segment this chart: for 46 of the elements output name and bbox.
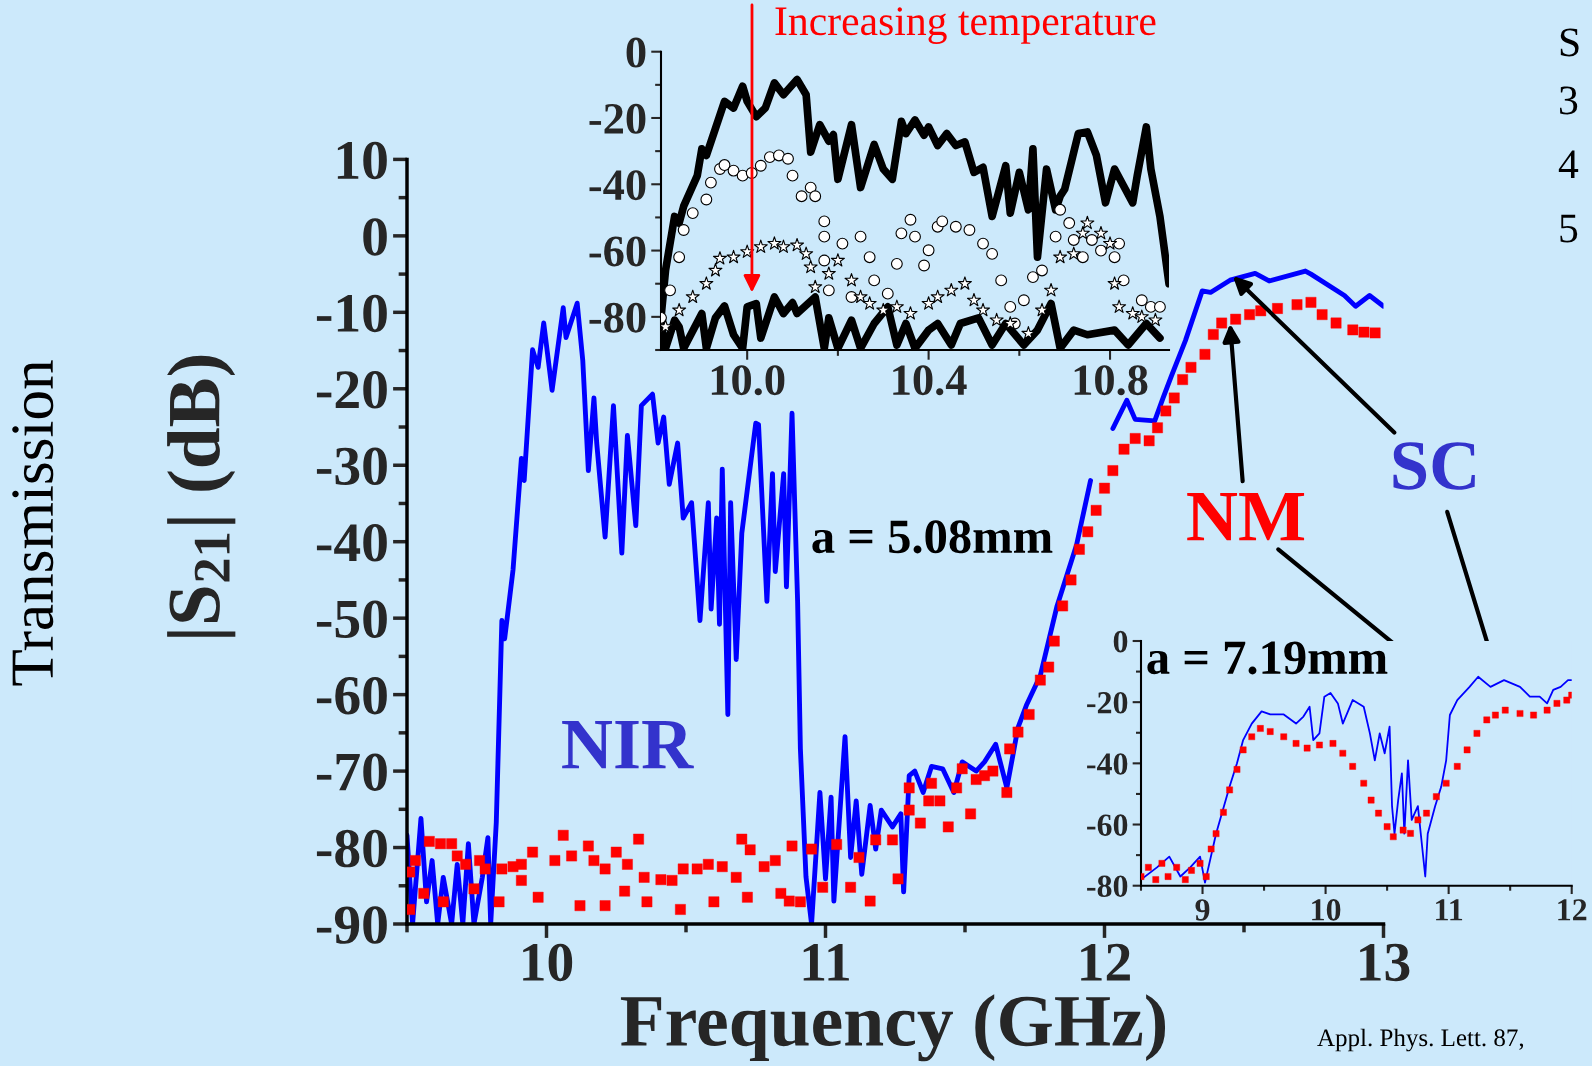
text: 4 [1558, 150, 1579, 179]
x-tick-label: 10.0 [711, 365, 785, 396]
x-tick-label: 9 [1195, 899, 1210, 921]
y-tick-label: -80 [1087, 875, 1128, 898]
annotation: a = 7.19mm [1147, 641, 1388, 675]
annotation: NM [1187, 493, 1305, 541]
annotation: SC [1393, 442, 1475, 490]
x-tick-label: 12 [1081, 943, 1130, 981]
y-tick-label: -90 [316, 906, 387, 944]
y-tick-label: 0 [1113, 630, 1128, 653]
y-tick-label: -80 [589, 302, 646, 333]
annotation: NIR [562, 721, 694, 769]
y-tick-label: 0 [626, 37, 646, 68]
y-tick-label: -30 [316, 447, 387, 486]
x-tick-label: 10 [1312, 899, 1341, 921]
y-tick-label: -40 [316, 524, 387, 562]
text: Transmission [12, 360, 54, 686]
y-axis-title: |S$_{21}$| (dB) [167, 355, 236, 637]
y-tick-label: -60 [316, 676, 387, 715]
y-tick-label: -20 [589, 103, 646, 134]
y-tick-label: 10 [337, 141, 387, 180]
text: 5 [1560, 214, 1578, 243]
x-tick-label: 10.8 [1074, 365, 1148, 396]
x-tick-label: 13 [1360, 943, 1410, 982]
y-tick-label: -20 [316, 371, 387, 409]
x-tick-label: 12 [1558, 899, 1587, 921]
y-tick-label: -50 [316, 600, 387, 638]
y-tick-label: -80 [316, 829, 387, 868]
y-tick-label: -40 [589, 170, 646, 201]
x-tick-label: 10.4 [893, 365, 967, 396]
y-tick-label: -60 [1087, 814, 1128, 836]
y-tick-label: -40 [1087, 753, 1128, 775]
annotation: a = 5.08mm [812, 520, 1053, 554]
y-tick-label: -20 [1087, 692, 1128, 714]
x-axis-title: Frequency (GHz) [620, 994, 1166, 1062]
y-tick-label: -10 [316, 294, 387, 333]
text: Appl. Phys. Lett. 87, [1317, 1028, 1524, 1052]
y-tick-label: -70 [316, 753, 387, 791]
x-tick-label: 11 [1436, 899, 1463, 921]
x-tick-label: 11 [803, 943, 849, 981]
text: 3 [1559, 86, 1578, 115]
text: Increasing temperature [775, 7, 1156, 44]
y-tick-label: -60 [589, 236, 646, 267]
x-tick-label: 10 [523, 943, 573, 982]
y-tick-label: 0 [363, 218, 387, 256]
text: S [1560, 28, 1579, 57]
